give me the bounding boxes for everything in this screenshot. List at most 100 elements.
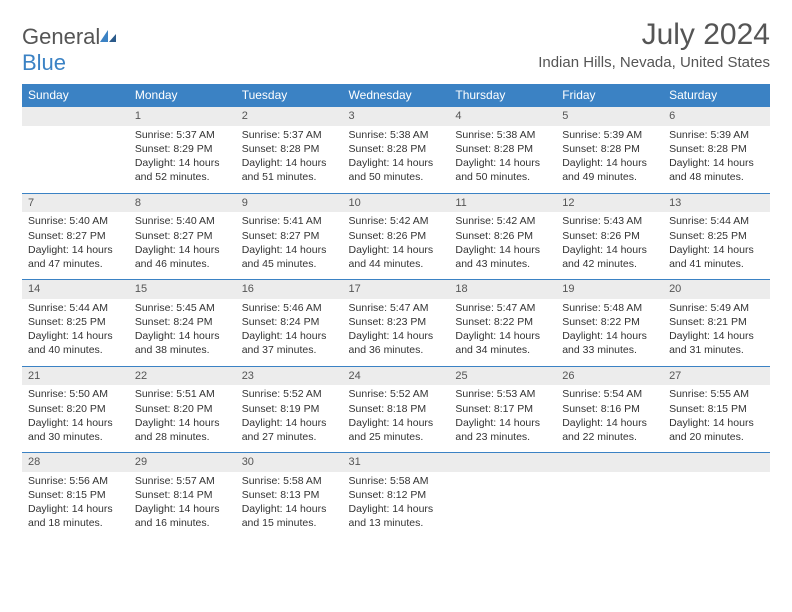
day-number-cell: 6 bbox=[663, 107, 770, 126]
daylight-text-1: Daylight: 14 hours bbox=[28, 329, 123, 343]
daylight-text-1: Daylight: 14 hours bbox=[455, 156, 550, 170]
daylight-text-2: and 45 minutes. bbox=[242, 257, 337, 271]
day-data-cell: Sunrise: 5:39 AMSunset: 8:28 PMDaylight:… bbox=[556, 126, 663, 193]
daylight-text-1: Daylight: 14 hours bbox=[669, 243, 764, 257]
day-number-cell: 5 bbox=[556, 107, 663, 126]
daylight-text-2: and 20 minutes. bbox=[669, 430, 764, 444]
daylight-text-2: and 31 minutes. bbox=[669, 343, 764, 357]
day-number-cell: 8 bbox=[129, 193, 236, 212]
sunset-text: Sunset: 8:19 PM bbox=[242, 402, 337, 416]
sunset-text: Sunset: 8:18 PM bbox=[349, 402, 444, 416]
sunrise-text: Sunrise: 5:44 AM bbox=[28, 301, 123, 315]
sunset-text: Sunset: 8:20 PM bbox=[28, 402, 123, 416]
daylight-text-1: Daylight: 14 hours bbox=[562, 156, 657, 170]
day-header: Thursday bbox=[449, 84, 556, 107]
day-data-cell: Sunrise: 5:44 AMSunset: 8:25 PMDaylight:… bbox=[663, 212, 770, 279]
daylight-text-1: Daylight: 14 hours bbox=[135, 416, 230, 430]
sunrise-text: Sunrise: 5:51 AM bbox=[135, 387, 230, 401]
day-data-row: Sunrise: 5:44 AMSunset: 8:25 PMDaylight:… bbox=[22, 299, 770, 366]
sunset-text: Sunset: 8:15 PM bbox=[28, 488, 123, 502]
daylight-text-2: and 15 minutes. bbox=[242, 516, 337, 530]
daylight-text-1: Daylight: 14 hours bbox=[562, 329, 657, 343]
day-data-cell: Sunrise: 5:38 AMSunset: 8:28 PMDaylight:… bbox=[343, 126, 450, 193]
day-data-cell bbox=[663, 472, 770, 539]
daylight-text-1: Daylight: 14 hours bbox=[135, 502, 230, 516]
day-header: Monday bbox=[129, 84, 236, 107]
day-number-cell: 25 bbox=[449, 366, 556, 385]
daylight-text-1: Daylight: 14 hours bbox=[349, 156, 444, 170]
sunset-text: Sunset: 8:13 PM bbox=[242, 488, 337, 502]
sunrise-text: Sunrise: 5:52 AM bbox=[349, 387, 444, 401]
logo-text-blue: Blue bbox=[22, 50, 66, 75]
day-header: Tuesday bbox=[236, 84, 343, 107]
sunrise-text: Sunrise: 5:53 AM bbox=[455, 387, 550, 401]
day-data-cell: Sunrise: 5:54 AMSunset: 8:16 PMDaylight:… bbox=[556, 385, 663, 452]
day-header: Sunday bbox=[22, 84, 129, 107]
day-number-cell: 15 bbox=[129, 280, 236, 299]
daylight-text-1: Daylight: 14 hours bbox=[242, 329, 337, 343]
day-number-cell: 14 bbox=[22, 280, 129, 299]
sunrise-text: Sunrise: 5:47 AM bbox=[455, 301, 550, 315]
day-data-row: Sunrise: 5:40 AMSunset: 8:27 PMDaylight:… bbox=[22, 212, 770, 279]
daylight-text-2: and 49 minutes. bbox=[562, 170, 657, 184]
day-data-cell: Sunrise: 5:51 AMSunset: 8:20 PMDaylight:… bbox=[129, 385, 236, 452]
calendar-table: Sunday Monday Tuesday Wednesday Thursday… bbox=[22, 84, 770, 539]
day-number-cell: 20 bbox=[663, 280, 770, 299]
daylight-text-1: Daylight: 14 hours bbox=[349, 243, 444, 257]
day-data-row: Sunrise: 5:37 AMSunset: 8:29 PMDaylight:… bbox=[22, 126, 770, 193]
day-number-cell: 1 bbox=[129, 107, 236, 126]
day-number-cell: 22 bbox=[129, 366, 236, 385]
sunset-text: Sunset: 8:26 PM bbox=[562, 229, 657, 243]
daylight-text-2: and 34 minutes. bbox=[455, 343, 550, 357]
daylight-text-2: and 18 minutes. bbox=[28, 516, 123, 530]
day-data-cell: Sunrise: 5:46 AMSunset: 8:24 PMDaylight:… bbox=[236, 299, 343, 366]
sunrise-text: Sunrise: 5:48 AM bbox=[562, 301, 657, 315]
day-number-cell: 31 bbox=[343, 453, 450, 472]
daylight-text-2: and 33 minutes. bbox=[562, 343, 657, 357]
sunrise-text: Sunrise: 5:39 AM bbox=[669, 128, 764, 142]
sunset-text: Sunset: 8:26 PM bbox=[349, 229, 444, 243]
sunset-text: Sunset: 8:24 PM bbox=[135, 315, 230, 329]
sunset-text: Sunset: 8:28 PM bbox=[562, 142, 657, 156]
day-number-cell: 30 bbox=[236, 453, 343, 472]
daylight-text-1: Daylight: 14 hours bbox=[242, 156, 337, 170]
sunset-text: Sunset: 8:27 PM bbox=[135, 229, 230, 243]
daylight-text-1: Daylight: 14 hours bbox=[669, 156, 764, 170]
sunset-text: Sunset: 8:24 PM bbox=[242, 315, 337, 329]
daylight-text-2: and 43 minutes. bbox=[455, 257, 550, 271]
day-data-cell bbox=[449, 472, 556, 539]
day-number-cell bbox=[22, 107, 129, 126]
sunset-text: Sunset: 8:22 PM bbox=[562, 315, 657, 329]
sunrise-text: Sunrise: 5:45 AM bbox=[135, 301, 230, 315]
daylight-text-2: and 50 minutes. bbox=[349, 170, 444, 184]
day-data-cell: Sunrise: 5:48 AMSunset: 8:22 PMDaylight:… bbox=[556, 299, 663, 366]
sunrise-text: Sunrise: 5:39 AM bbox=[562, 128, 657, 142]
sunrise-text: Sunrise: 5:42 AM bbox=[349, 214, 444, 228]
daylight-text-1: Daylight: 14 hours bbox=[669, 329, 764, 343]
day-number-row: 123456 bbox=[22, 107, 770, 126]
day-number-cell: 9 bbox=[236, 193, 343, 212]
logo: GeneralBlue bbox=[22, 18, 118, 76]
day-number-cell: 29 bbox=[129, 453, 236, 472]
day-number-cell: 7 bbox=[22, 193, 129, 212]
daylight-text-2: and 51 minutes. bbox=[242, 170, 337, 184]
sunset-text: Sunset: 8:28 PM bbox=[349, 142, 444, 156]
sunset-text: Sunset: 8:17 PM bbox=[455, 402, 550, 416]
day-number-row: 14151617181920 bbox=[22, 280, 770, 299]
sunset-text: Sunset: 8:27 PM bbox=[242, 229, 337, 243]
daylight-text-2: and 36 minutes. bbox=[349, 343, 444, 357]
daylight-text-2: and 50 minutes. bbox=[455, 170, 550, 184]
day-data-cell: Sunrise: 5:37 AMSunset: 8:29 PMDaylight:… bbox=[129, 126, 236, 193]
day-number-cell: 17 bbox=[343, 280, 450, 299]
daylight-text-1: Daylight: 14 hours bbox=[562, 243, 657, 257]
sunrise-text: Sunrise: 5:47 AM bbox=[349, 301, 444, 315]
daylight-text-1: Daylight: 14 hours bbox=[349, 416, 444, 430]
day-data-cell: Sunrise: 5:47 AMSunset: 8:22 PMDaylight:… bbox=[449, 299, 556, 366]
daylight-text-2: and 52 minutes. bbox=[135, 170, 230, 184]
sunrise-text: Sunrise: 5:40 AM bbox=[135, 214, 230, 228]
sunrise-text: Sunrise: 5:52 AM bbox=[242, 387, 337, 401]
day-data-cell: Sunrise: 5:50 AMSunset: 8:20 PMDaylight:… bbox=[22, 385, 129, 452]
sunset-text: Sunset: 8:28 PM bbox=[242, 142, 337, 156]
day-number-cell: 21 bbox=[22, 366, 129, 385]
sunset-text: Sunset: 8:15 PM bbox=[669, 402, 764, 416]
